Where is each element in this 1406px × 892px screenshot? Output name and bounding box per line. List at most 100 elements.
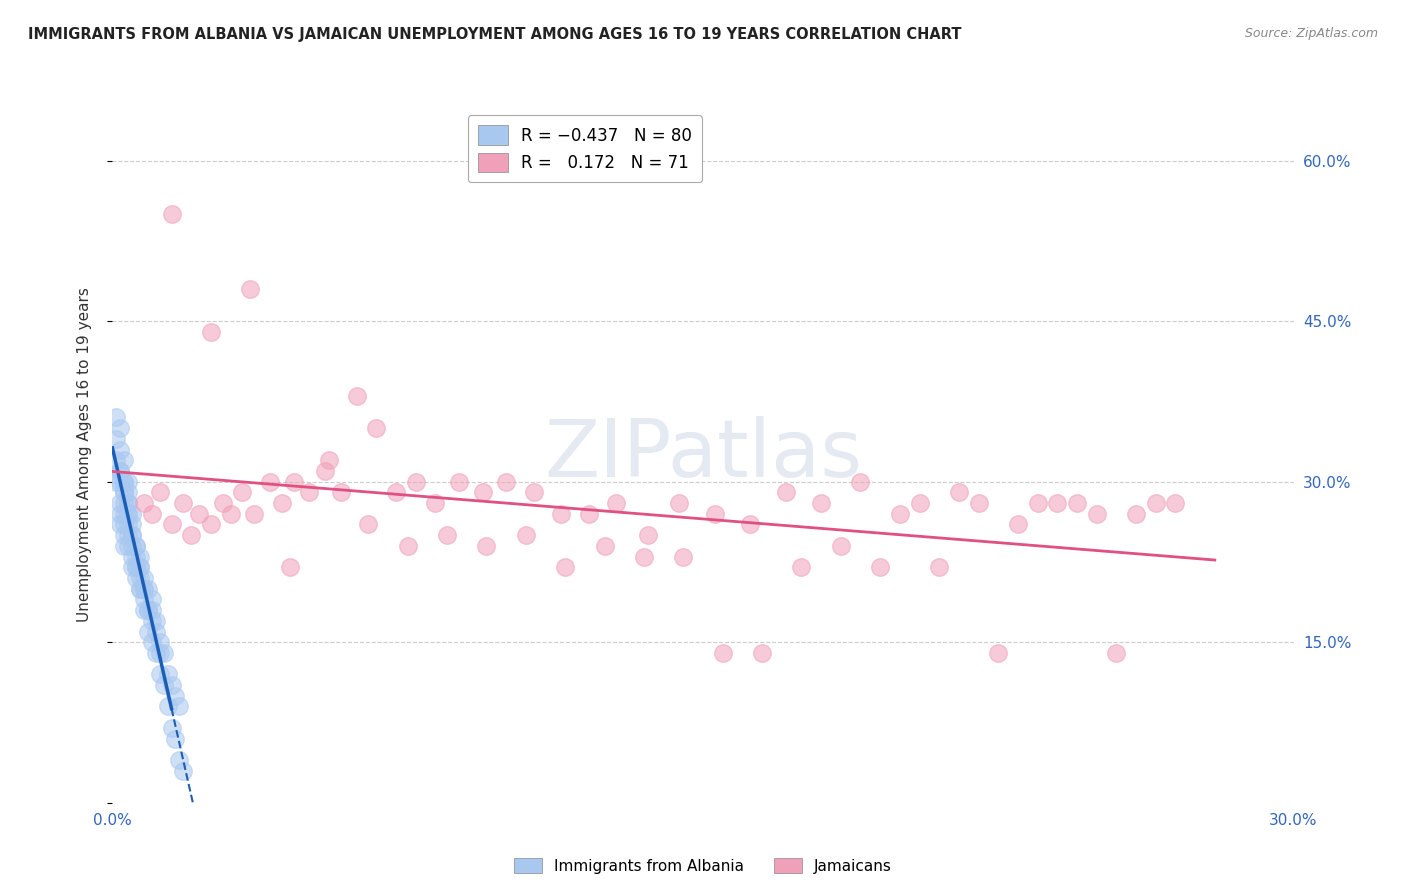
Point [117,475,139,489]
Point [550,507,572,521]
Point [495,475,517,489]
Point [637,528,659,542]
Point [129,549,152,564]
Point [121,528,143,542]
Point [1105,646,1128,660]
Point [357,517,380,532]
Point [169,699,191,714]
Text: Source: ZipAtlas.com: Source: ZipAtlas.com [1244,27,1378,40]
Point [121,528,143,542]
Point [112,517,135,532]
Point [1144,496,1167,510]
Point [156,699,179,714]
Point [117,496,139,510]
Point [112,496,135,510]
Point [129,560,152,574]
Point [160,721,183,735]
Point [132,571,155,585]
Point [110,507,132,521]
Point [385,485,408,500]
Point [239,282,262,296]
Point [160,207,183,221]
Point [117,507,139,521]
Point [121,517,143,532]
Legend: Immigrants from Albania, Jamaicans: Immigrants from Albania, Jamaicans [508,852,898,880]
Point [889,507,911,521]
Point [129,582,152,596]
Point [1125,507,1147,521]
Point [105,475,128,489]
Point [117,496,139,510]
Point [475,539,498,553]
Point [180,528,202,542]
Point [523,485,546,500]
Point [200,325,222,339]
Point [425,496,447,510]
Point [112,507,135,521]
Point [141,603,163,617]
Text: IMMIGRANTS FROM ALBANIA VS JAMAICAN UNEMPLOYMENT AMONG AGES 16 TO 19 YEARS CORRE: IMMIGRANTS FROM ALBANIA VS JAMAICAN UNEM… [28,27,962,42]
Point [121,507,143,521]
Point [172,764,194,778]
Point [125,549,148,564]
Point [165,689,187,703]
Point [711,646,734,660]
Point [672,549,695,564]
Point [132,496,155,510]
Point [1066,496,1088,510]
Point [149,485,172,500]
Point [125,571,148,585]
Point [172,496,194,510]
Point [132,582,155,596]
Y-axis label: Unemployment Among Ages 16 to 19 years: Unemployment Among Ages 16 to 19 years [77,287,91,623]
Point [129,560,152,574]
Point [141,614,163,628]
Point [117,485,139,500]
Point [110,464,132,478]
Point [668,496,690,510]
Point [211,496,233,510]
Point [314,464,336,478]
Point [110,421,132,435]
Point [136,603,159,617]
Point [751,646,773,660]
Point [125,560,148,574]
Point [145,614,167,628]
Point [396,539,419,553]
Point [149,646,172,660]
Point [270,496,292,510]
Point [165,731,187,746]
Point [740,517,762,532]
Point [121,539,143,553]
Point [908,496,931,510]
Point [136,624,159,639]
Point [110,442,132,457]
Point [830,539,852,553]
Point [152,678,174,692]
Point [125,539,148,553]
Point [298,485,321,500]
Point [112,539,135,553]
Point [110,496,132,510]
Point [578,507,600,521]
Point [810,496,832,510]
Point [112,453,135,467]
Point [112,485,135,500]
Point [125,560,148,574]
Point [132,582,155,596]
Point [447,475,470,489]
Point [554,560,576,574]
Point [112,475,135,489]
Point [121,560,143,574]
Point [967,496,990,510]
Point [149,635,172,649]
Point [849,475,872,489]
Point [121,549,143,564]
Point [136,582,159,596]
Point [149,667,172,681]
Point [117,517,139,532]
Point [117,507,139,521]
Point [141,592,163,607]
Point [145,624,167,639]
Point [105,410,128,425]
